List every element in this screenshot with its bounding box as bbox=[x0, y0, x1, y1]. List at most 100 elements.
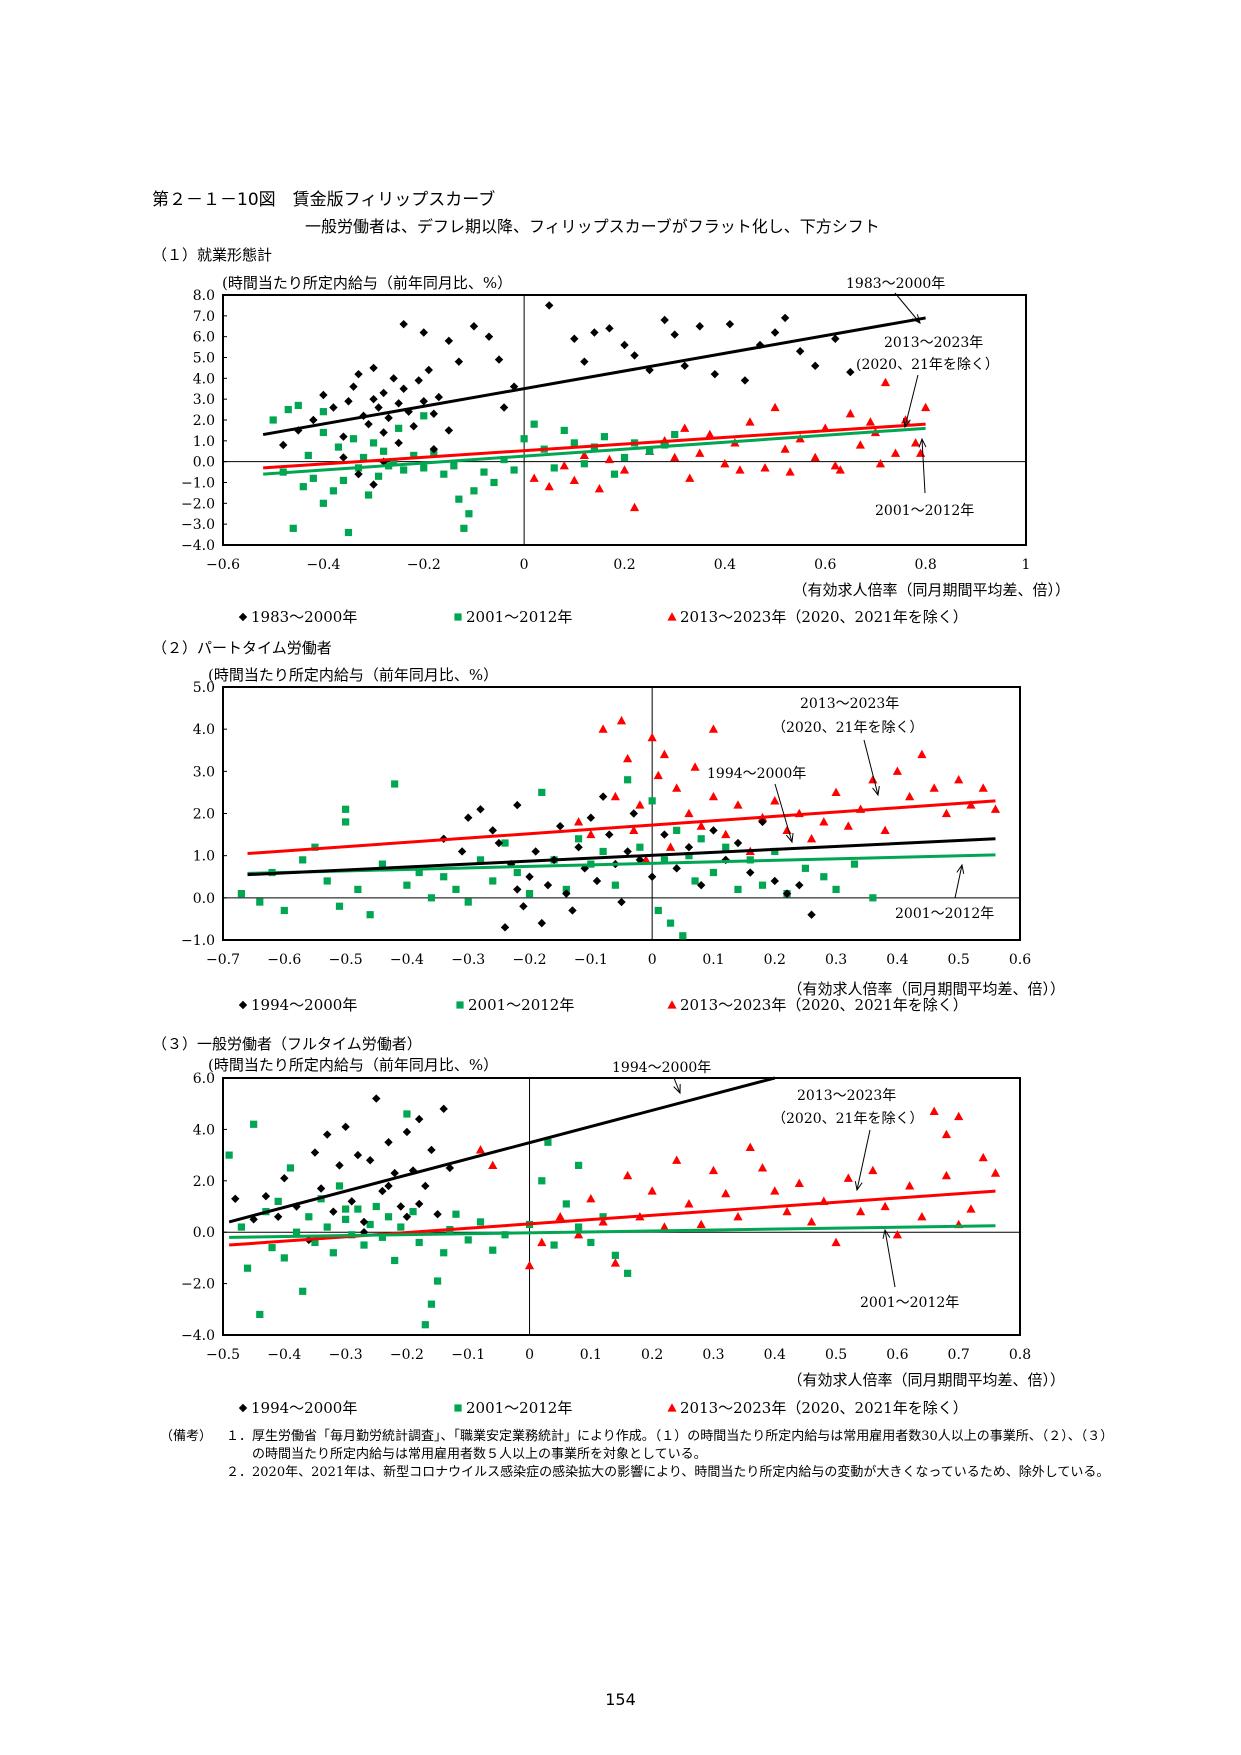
notes: （備考） １． 厚生労働省「毎月勤労統計調査」、「職業安定業務統計」により作成。… bbox=[160, 1428, 1110, 1482]
x-tick-label: −0.5 bbox=[206, 1347, 240, 1363]
data-point bbox=[439, 1104, 448, 1114]
data-point bbox=[339, 453, 348, 462]
data-point bbox=[697, 835, 705, 843]
y-tick-label: −3.0 bbox=[181, 517, 215, 533]
x-tick-label: 0.8 bbox=[1009, 1347, 1031, 1363]
data-point bbox=[619, 465, 630, 474]
x-tick-label: −0.1 bbox=[451, 1347, 485, 1363]
data-point bbox=[469, 322, 479, 331]
data-point bbox=[831, 787, 841, 797]
data-point bbox=[590, 328, 599, 337]
data-point bbox=[672, 1155, 682, 1164]
x-tick-label: 0.4 bbox=[886, 952, 908, 968]
data-point bbox=[374, 403, 383, 412]
data-point bbox=[670, 330, 679, 339]
data-point bbox=[403, 1110, 411, 1118]
data-point bbox=[400, 466, 408, 474]
data-point bbox=[256, 898, 264, 906]
data-point bbox=[659, 1222, 670, 1231]
data-point bbox=[261, 1192, 271, 1201]
y-tick-label: 7.0 bbox=[193, 309, 215, 325]
data-point bbox=[691, 877, 699, 885]
figure-title: 第２－１－10図 賃金版フィリップスカーブ bbox=[152, 190, 496, 210]
data-point bbox=[624, 776, 632, 784]
data-point bbox=[319, 408, 327, 416]
data-point bbox=[709, 868, 718, 877]
data-point bbox=[830, 461, 840, 470]
data-point bbox=[941, 1129, 952, 1139]
data-point bbox=[623, 1170, 633, 1180]
data-point bbox=[391, 1256, 399, 1265]
legend-label-1: 2001〜2012年 bbox=[466, 1399, 572, 1417]
data-point bbox=[475, 1145, 486, 1154]
data-point bbox=[378, 860, 386, 868]
data-point bbox=[279, 440, 288, 450]
data-point bbox=[598, 724, 608, 733]
data-point bbox=[489, 877, 497, 885]
annotation-2: （2020、21年を除く） bbox=[772, 1111, 923, 1127]
y-tick-label: 2.0 bbox=[193, 807, 215, 823]
data-point bbox=[875, 458, 886, 468]
data-point bbox=[966, 800, 976, 809]
data-point bbox=[880, 1201, 890, 1211]
data-point bbox=[440, 470, 448, 478]
data-point bbox=[464, 813, 473, 822]
data-point bbox=[978, 1152, 988, 1162]
data-point bbox=[402, 1127, 412, 1137]
data-point bbox=[594, 483, 605, 493]
data-point bbox=[666, 919, 675, 927]
x-tick-label: 0 bbox=[648, 952, 657, 968]
data-point bbox=[399, 384, 408, 393]
data-point bbox=[369, 439, 378, 447]
data-point bbox=[580, 357, 589, 366]
data-point bbox=[369, 363, 378, 373]
data-point bbox=[544, 1138, 552, 1146]
data-point bbox=[966, 1204, 976, 1213]
data-point bbox=[568, 906, 577, 915]
data-point bbox=[605, 830, 614, 839]
annotation-arrow-3-head bbox=[882, 1228, 891, 1239]
legend-marker-1 bbox=[454, 1404, 462, 1412]
data-point bbox=[905, 1181, 915, 1190]
data-point bbox=[880, 825, 890, 834]
data-point bbox=[586, 813, 596, 822]
data-point bbox=[410, 451, 418, 460]
annotation-3: 2001〜2012年 bbox=[875, 503, 974, 519]
data-point bbox=[339, 432, 348, 441]
annotation-2: 1994〜2000年 bbox=[707, 766, 806, 782]
data-point bbox=[323, 1223, 331, 1231]
data-point bbox=[990, 1168, 1001, 1177]
data-point bbox=[476, 856, 485, 864]
data-point bbox=[929, 1106, 939, 1116]
data-point bbox=[452, 885, 460, 893]
series-1 bbox=[225, 1110, 632, 1329]
data-point bbox=[555, 1211, 565, 1221]
data-point bbox=[323, 1130, 332, 1139]
data-point bbox=[671, 430, 679, 439]
trend-line-0 bbox=[228, 1076, 776, 1224]
data-point bbox=[623, 847, 632, 856]
data-point bbox=[365, 1156, 375, 1165]
data-point bbox=[758, 881, 767, 889]
data-point bbox=[770, 796, 780, 805]
data-point bbox=[273, 1212, 283, 1221]
data-point bbox=[850, 860, 859, 868]
data-point bbox=[760, 463, 770, 472]
x-axis-label: （有効求人倍率（同月期間平均差、倍）） bbox=[792, 581, 1070, 599]
data-point bbox=[579, 450, 589, 460]
data-point bbox=[379, 428, 388, 437]
data-point bbox=[399, 319, 408, 329]
data-point bbox=[364, 419, 373, 429]
annotation-arrow-0 bbox=[673, 1077, 681, 1094]
data-point bbox=[905, 791, 915, 801]
data-point bbox=[488, 1160, 498, 1169]
data-point bbox=[353, 1150, 363, 1160]
data-point bbox=[746, 868, 755, 877]
data-point bbox=[900, 415, 911, 424]
data-point bbox=[709, 826, 718, 835]
data-point bbox=[396, 1202, 405, 1211]
data-point bbox=[335, 902, 344, 910]
x-tick-label: −0.6 bbox=[206, 557, 240, 573]
data-point bbox=[782, 889, 792, 898]
data-point bbox=[648, 797, 656, 805]
